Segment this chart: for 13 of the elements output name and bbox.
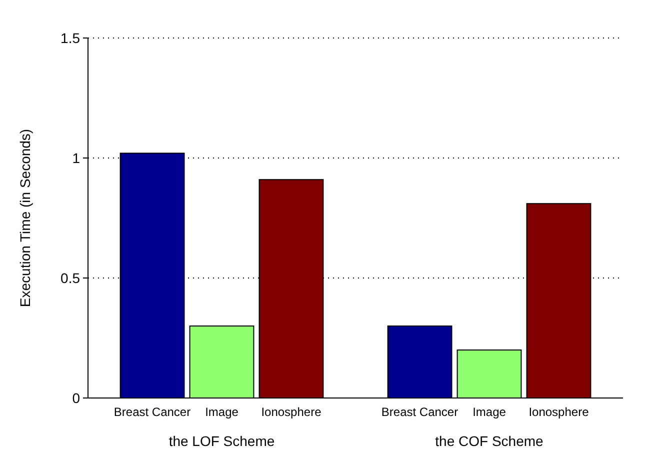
series-label: Ionosphere <box>261 405 322 419</box>
y-tick-label: 0 <box>72 390 80 406</box>
text: Ionosphere <box>528 405 589 419</box>
y-axis-title: Execution Time (in Seconds) <box>17 128 33 308</box>
series-label: Breast Cancer <box>381 405 458 419</box>
series-label: Image <box>205 405 239 419</box>
x-tick-label: the LOF Scheme <box>168 433 275 449</box>
y-tick-label: 1.5 <box>60 30 80 46</box>
y-tick-label: 1 <box>72 150 80 166</box>
y-tick-label: 0.5 <box>60 270 80 286</box>
text: Image <box>472 405 506 419</box>
text: Breast Cancer <box>114 405 191 419</box>
x-tick-label: the COF Scheme <box>435 433 544 449</box>
